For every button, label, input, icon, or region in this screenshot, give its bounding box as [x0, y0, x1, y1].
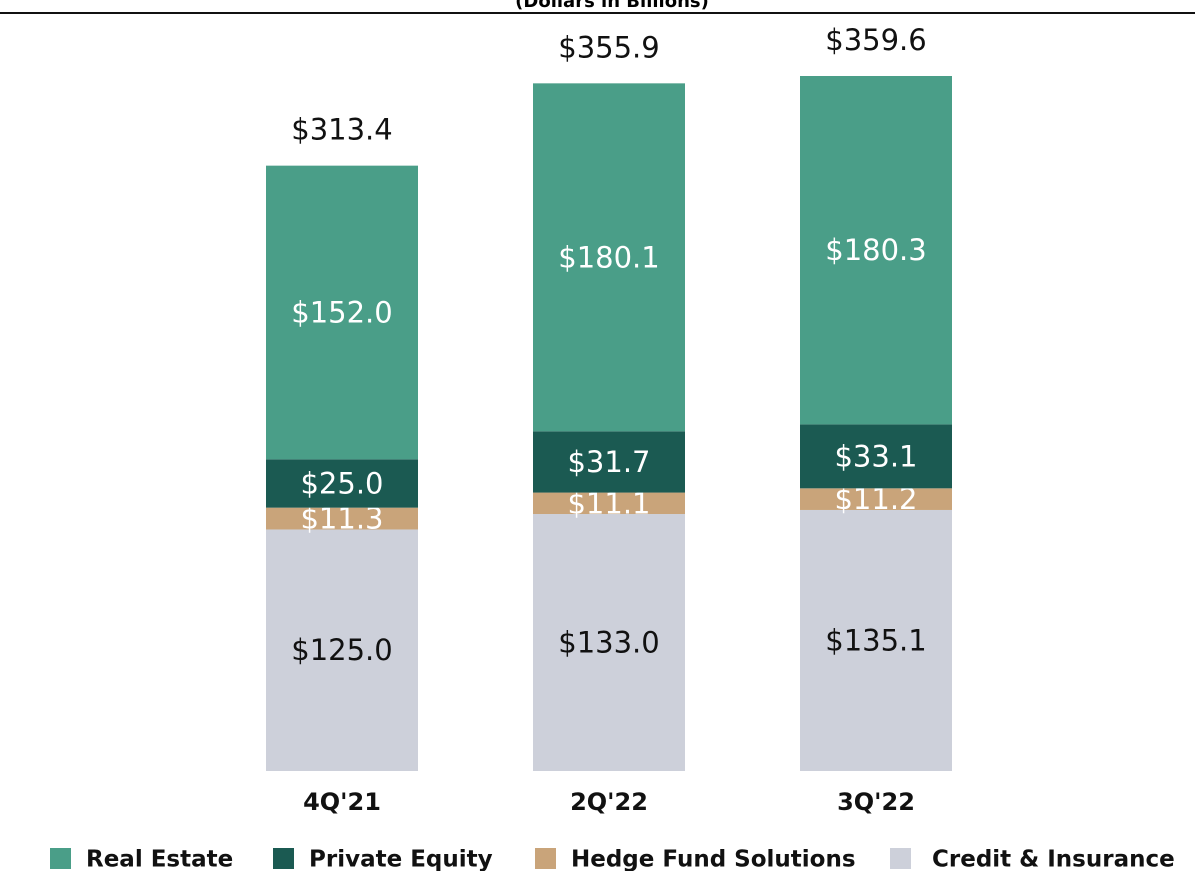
value-label: $152.0 [291, 295, 392, 329]
x-tick-label: 2Q'22 [570, 788, 648, 816]
bar-segment [800, 488, 952, 510]
bar-segment [533, 83, 685, 432]
total-label: $313.4 [291, 112, 392, 146]
bar-segment [266, 165, 418, 460]
value-label: $31.7 [567, 445, 650, 479]
bar-segment [266, 529, 418, 771]
value-label: $133.0 [558, 626, 659, 660]
bar-segment [266, 507, 418, 530]
bar-segment [533, 492, 685, 515]
x-tick-label: 4Q'21 [303, 788, 381, 816]
legend-label: Hedge Fund Solutions [571, 847, 856, 871]
bar-segment [800, 76, 952, 425]
bar-segment [266, 459, 418, 508]
bar-segment [533, 514, 685, 771]
total-label: $355.9 [558, 30, 659, 64]
legend-swatch [273, 848, 294, 869]
x-tick-label: 3Q'22 [837, 788, 915, 816]
bar-segment [800, 424, 952, 489]
legend-swatch [535, 848, 556, 869]
legend-label: Real Estate [86, 847, 233, 871]
total-label: $359.6 [825, 23, 926, 57]
legend-swatch [50, 848, 71, 869]
value-label: $180.1 [558, 240, 659, 274]
value-label: $25.0 [300, 466, 383, 500]
value-label: $125.0 [291, 633, 392, 667]
value-label: $180.3 [825, 233, 926, 267]
legend-label: Credit & Insurance [932, 847, 1175, 871]
legend-label: Private Equity [309, 847, 493, 871]
legend-swatch [890, 848, 911, 869]
bar-segment [800, 509, 952, 771]
chart-subtitle: (Dollars in Billions) [515, 0, 709, 12]
value-label: $135.1 [825, 623, 926, 657]
bar-segment [533, 431, 685, 493]
value-label: $33.1 [834, 439, 917, 473]
